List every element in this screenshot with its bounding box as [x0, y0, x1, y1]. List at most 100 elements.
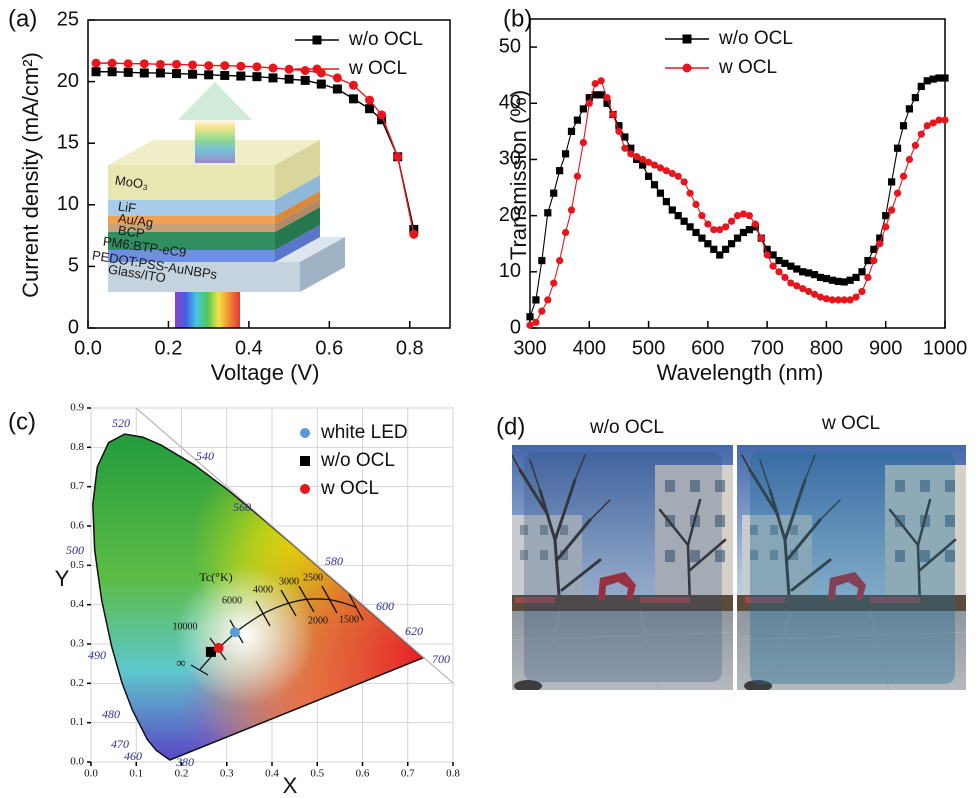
- data-point: [573, 172, 582, 180]
- x-tick-label: 1000: [923, 337, 968, 359]
- data-point: [91, 67, 101, 77]
- cct-label: 6000: [222, 595, 242, 606]
- legend-swatch: [300, 484, 310, 494]
- panel-label: (b): [503, 5, 532, 32]
- y-tick-label: 40: [499, 92, 521, 114]
- data-point: [739, 210, 748, 218]
- data-point: [905, 155, 914, 164]
- layer-label: BCP: [117, 223, 146, 242]
- data-point: [609, 110, 617, 119]
- cct-label: 2000: [308, 615, 328, 626]
- data-point: [911, 141, 919, 150]
- data-point: [686, 223, 694, 231]
- legend-label: w OCL: [348, 58, 407, 79]
- data-point: [893, 189, 902, 197]
- data-point: [941, 116, 949, 124]
- y-tick-label: 0.8: [70, 441, 84, 453]
- layer-label: MoO₃: [114, 173, 149, 193]
- data-point: [716, 226, 724, 234]
- data-point: [155, 59, 165, 69]
- data-point: [716, 251, 724, 259]
- data-point: [775, 256, 783, 265]
- y-tick-label: 0.9: [70, 402, 84, 414]
- data-point: [284, 64, 294, 74]
- legend-swatch: [682, 34, 692, 44]
- plot-frame: [529, 18, 946, 329]
- y-tick-label: 0.5: [70, 559, 84, 571]
- cct-label: 4000: [253, 584, 273, 595]
- cct-labels: Tc(°K) 10000 6000 4000 3000 2500 2000 15…: [173, 570, 360, 670]
- data-point: [615, 127, 623, 135]
- data-point: [123, 67, 133, 77]
- guide-line: [135, 407, 454, 684]
- panel-label: (a): [8, 5, 37, 32]
- data-point: [739, 228, 748, 237]
- data-point: [834, 296, 842, 304]
- layer-label: LiF: [117, 199, 137, 216]
- y-tick-label: 0.4: [70, 598, 84, 610]
- data-point: [698, 234, 706, 242]
- data-point: [377, 115, 387, 125]
- plot-frame: [87, 19, 451, 329]
- series-line: [529, 80, 945, 326]
- legend-swatch: [312, 35, 322, 45]
- y-tick-label: 0.7: [70, 480, 84, 492]
- y-tick-label: 50: [499, 35, 521, 57]
- y-tick-label: 0.3: [70, 638, 84, 650]
- data-point: [155, 68, 165, 78]
- wavelength-label: 470: [111, 737, 129, 751]
- data-point: [911, 94, 919, 102]
- data-point: [876, 240, 884, 248]
- data-point: [816, 273, 825, 282]
- data-point: [662, 197, 670, 206]
- data-point: [757, 234, 765, 242]
- y-tick-label: 5: [68, 255, 79, 277]
- data-point: [704, 240, 712, 248]
- y-tick-label: 20: [499, 204, 521, 226]
- data-point: [252, 72, 262, 82]
- data-point: [597, 77, 605, 85]
- data-point: [377, 110, 387, 120]
- data-point: [870, 245, 878, 253]
- data-point: [252, 62, 262, 72]
- cct-label: 2500: [303, 572, 323, 583]
- data-point: [409, 224, 419, 234]
- data-point: [805, 287, 813, 296]
- data-point: [710, 245, 718, 253]
- data-point: [544, 209, 552, 217]
- legend-label: w/o OCL: [718, 28, 793, 49]
- data-point: [674, 212, 682, 220]
- photo: [737, 445, 966, 690]
- x-axis-title: X: [283, 773, 298, 798]
- wavelength-label: 700: [432, 652, 450, 666]
- data-point: [888, 178, 896, 186]
- data-point: [220, 70, 230, 80]
- x-tick-label: 400: [573, 337, 606, 359]
- data-point: [674, 172, 682, 180]
- wavelength-label: 480: [102, 707, 120, 721]
- data-point: [538, 307, 546, 315]
- x-tick-label: 0.4: [265, 768, 279, 780]
- data-point: [204, 61, 214, 71]
- data-point: [268, 73, 278, 83]
- wavelength-labels: 520 540 560 580 600 620 700 500 490 480 …: [66, 416, 450, 769]
- x-tick-label: 0.2: [155, 337, 183, 359]
- legend-label: w OCL: [320, 478, 379, 499]
- data-point: [840, 296, 848, 304]
- data-point: [332, 84, 342, 94]
- data-point: [882, 223, 890, 231]
- data-point: [532, 296, 540, 304]
- data-point: [745, 212, 753, 220]
- data-point: [917, 82, 925, 91]
- data-point: [935, 116, 943, 124]
- data-point: [204, 70, 214, 80]
- series-line: [529, 77, 945, 317]
- data-point: [763, 251, 771, 259]
- data-point: [650, 181, 659, 189]
- data-point: [544, 296, 552, 304]
- data-point: [727, 240, 736, 248]
- data-point: [579, 105, 587, 113]
- data-point: [888, 206, 896, 214]
- photo-title: w/o OCL: [589, 417, 664, 438]
- y-tick-label: 0.2: [70, 677, 84, 689]
